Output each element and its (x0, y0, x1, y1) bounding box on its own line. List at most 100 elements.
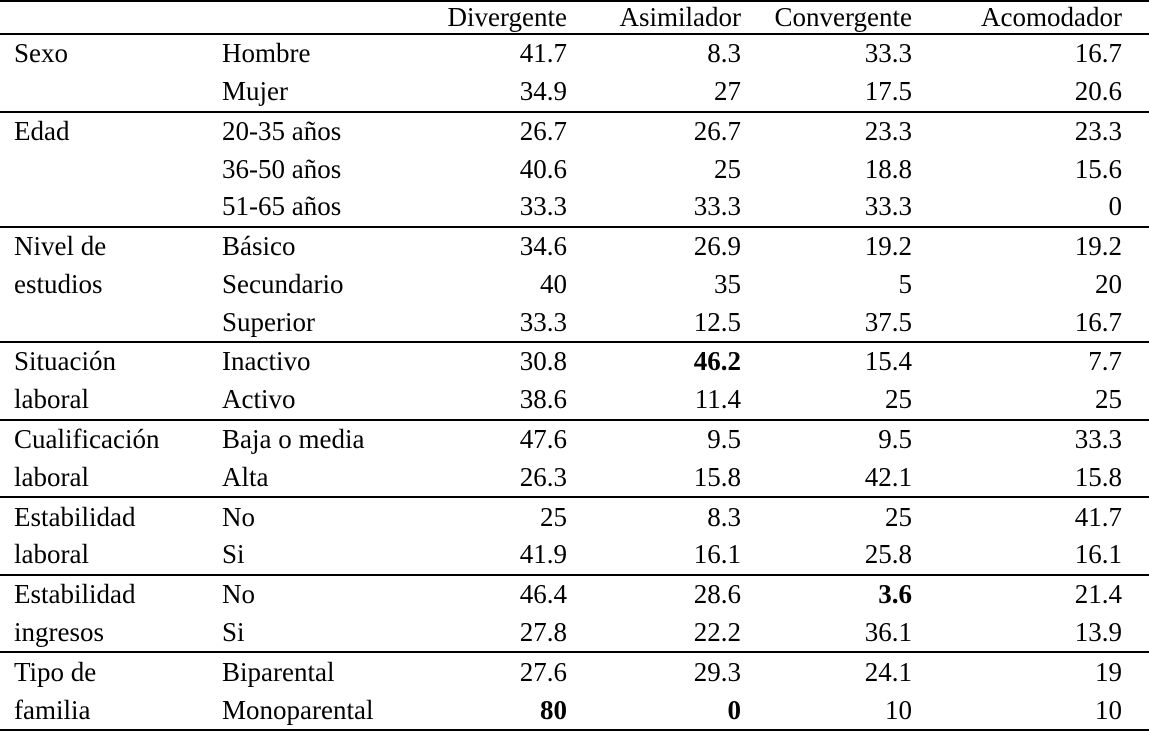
header-divergente: Divergente (447, 2, 567, 32)
value-cell: 40.6 (519, 153, 567, 184)
value-cell: 19.2 (922, 225, 1149, 266)
value-cell: 27 (714, 76, 741, 107)
value-cell: 16.1 (1074, 539, 1122, 570)
table-body: Sexo Hombre 41.7 8.3 33.3 16.7 Mujer 34.9 27 17.5… (0, 33, 1149, 730)
row-group-label (0, 73, 210, 112)
row-group-label: ingresos (14, 616, 104, 647)
row-category-label: Si (222, 616, 245, 647)
value-cell: 16.7 (1074, 306, 1122, 337)
value-cell: 9.5 (751, 418, 922, 459)
row-category-label: Monoparental (222, 694, 374, 725)
value-cell: 9.5 (577, 418, 751, 459)
value-cell: 41.9 (519, 539, 567, 570)
row-group-label: Estabilidad (0, 496, 210, 536)
value-cell: 23.3 (751, 110, 922, 151)
row-category-label: Mujer (222, 76, 288, 107)
value-cell: 33.3 (693, 191, 741, 222)
value-cell: 29.3 (577, 651, 751, 692)
value-cell: 33.3 (519, 306, 567, 337)
value-cell: 46.2 (577, 340, 751, 381)
value-cell: 15.8 (693, 461, 741, 492)
value-cell: 46.4 (425, 573, 577, 614)
row-group-label: Sexo (0, 33, 210, 73)
table-row: 36-50 años 40.6 25 18.8 15.6 (0, 150, 1149, 188)
header-empty-group-col (0, 1, 210, 34)
value-cell: 25 (425, 496, 577, 536)
table-row: laboral Alta 26.3 15.8 42.1 15.8 (0, 458, 1149, 497)
table-row: 51-65 años 33.3 33.3 33.3 0 (0, 188, 1149, 227)
value-cell: 28.6 (577, 573, 751, 614)
row-category-label: Superior (222, 306, 315, 337)
row-category-label: Si (222, 539, 245, 570)
table-row: laboral Si 41.9 16.1 25.8 16.1 (0, 536, 1149, 575)
table-row: Situación Inactivo 30.8 46.2 15.4 7.7 (0, 340, 1149, 381)
value-cell: 20.6 (1074, 76, 1122, 107)
value-cell: 11.4 (694, 384, 741, 415)
value-cell: 80 (540, 694, 567, 725)
table-row: Tipo de Biparental 27.6 29.3 24.1 19 (0, 651, 1149, 692)
row-category-label: No (210, 496, 425, 536)
table-row: Cualificación Baja o media 47.6 9.5 9.5 33.3 (0, 418, 1149, 459)
value-cell: 25 (751, 496, 922, 536)
row-category-label: 36-50 años (222, 153, 342, 184)
value-cell: 3.6 (751, 573, 922, 614)
value-cell: 40 (540, 268, 567, 299)
value-cell: 13.9 (1074, 616, 1122, 647)
row-group-label: Nivel de (0, 225, 210, 266)
value-cell: 0 (1108, 191, 1123, 222)
value-cell: 38.6 (519, 384, 567, 415)
value-cell: 41.7 (425, 33, 577, 73)
table-row: Estabilidad No 25 8.3 25 41.7 (0, 496, 1149, 536)
row-category-label: Biparental (210, 651, 425, 692)
row-group-label: estudios (14, 268, 103, 299)
header-asimilador: Asimilador (619, 2, 742, 32)
row-category-label: No (210, 573, 425, 614)
row-category-label: 51-65 años (222, 191, 342, 222)
value-cell: 41.7 (922, 496, 1149, 536)
header-empty-category-col (210, 1, 425, 34)
row-group-label: Edad (0, 110, 210, 151)
value-cell: 15.6 (1074, 153, 1122, 184)
row-category-label: Alta (222, 461, 269, 492)
value-cell: 15.8 (1074, 461, 1122, 492)
table-row: ingresos Si 27.8 22.2 36.1 13.9 (0, 614, 1149, 653)
value-cell: 15.4 (751, 340, 922, 381)
value-cell: 16.7 (922, 33, 1149, 73)
value-cell: 26.7 (425, 110, 577, 151)
value-cell: 25 (1095, 384, 1122, 415)
row-group-label: familia (14, 694, 91, 725)
value-cell: 25.8 (864, 539, 912, 570)
value-cell: 23.3 (922, 110, 1149, 151)
row-group-label: Estabilidad (0, 573, 210, 614)
table-row: Nivel de Básico 34.6 26.9 19.2 19.2 (0, 225, 1149, 266)
row-group-label (0, 303, 210, 342)
value-cell: 34.9 (519, 76, 567, 107)
value-cell: 8.3 (577, 33, 751, 73)
value-cell: 18.8 (864, 153, 912, 184)
value-cell: 27.8 (519, 616, 567, 647)
value-cell: 19 (922, 651, 1149, 692)
value-cell: 5 (898, 268, 913, 299)
row-category-label: Activo (222, 384, 296, 415)
value-cell: 10 (885, 694, 912, 725)
table-row: Estabilidad No 46.4 28.6 3.6 21.4 (0, 573, 1149, 614)
header-convergente: Convergente (774, 2, 912, 32)
row-group-label: laboral (14, 461, 89, 492)
value-cell: 36.1 (864, 616, 912, 647)
value-cell: 25 (885, 384, 912, 415)
value-cell: 26.7 (577, 110, 751, 151)
row-category-label: 20-35 años (210, 110, 425, 151)
value-cell: 7.7 (922, 340, 1149, 381)
value-cell: 0 (727, 694, 742, 725)
value-cell: 19.2 (751, 225, 922, 266)
value-cell: 33.3 (922, 418, 1149, 459)
value-cell: 20 (1095, 268, 1122, 299)
row-category-label: Secundario (222, 268, 344, 299)
row-category-label: Hombre (210, 33, 425, 73)
value-cell: 37.5 (864, 306, 912, 337)
table-row: Edad 20-35 años 26.7 26.7 23.3 23.3 (0, 110, 1149, 151)
row-group-label: laboral (14, 384, 89, 415)
value-cell: 47.6 (425, 418, 577, 459)
value-cell: 16.1 (693, 539, 741, 570)
